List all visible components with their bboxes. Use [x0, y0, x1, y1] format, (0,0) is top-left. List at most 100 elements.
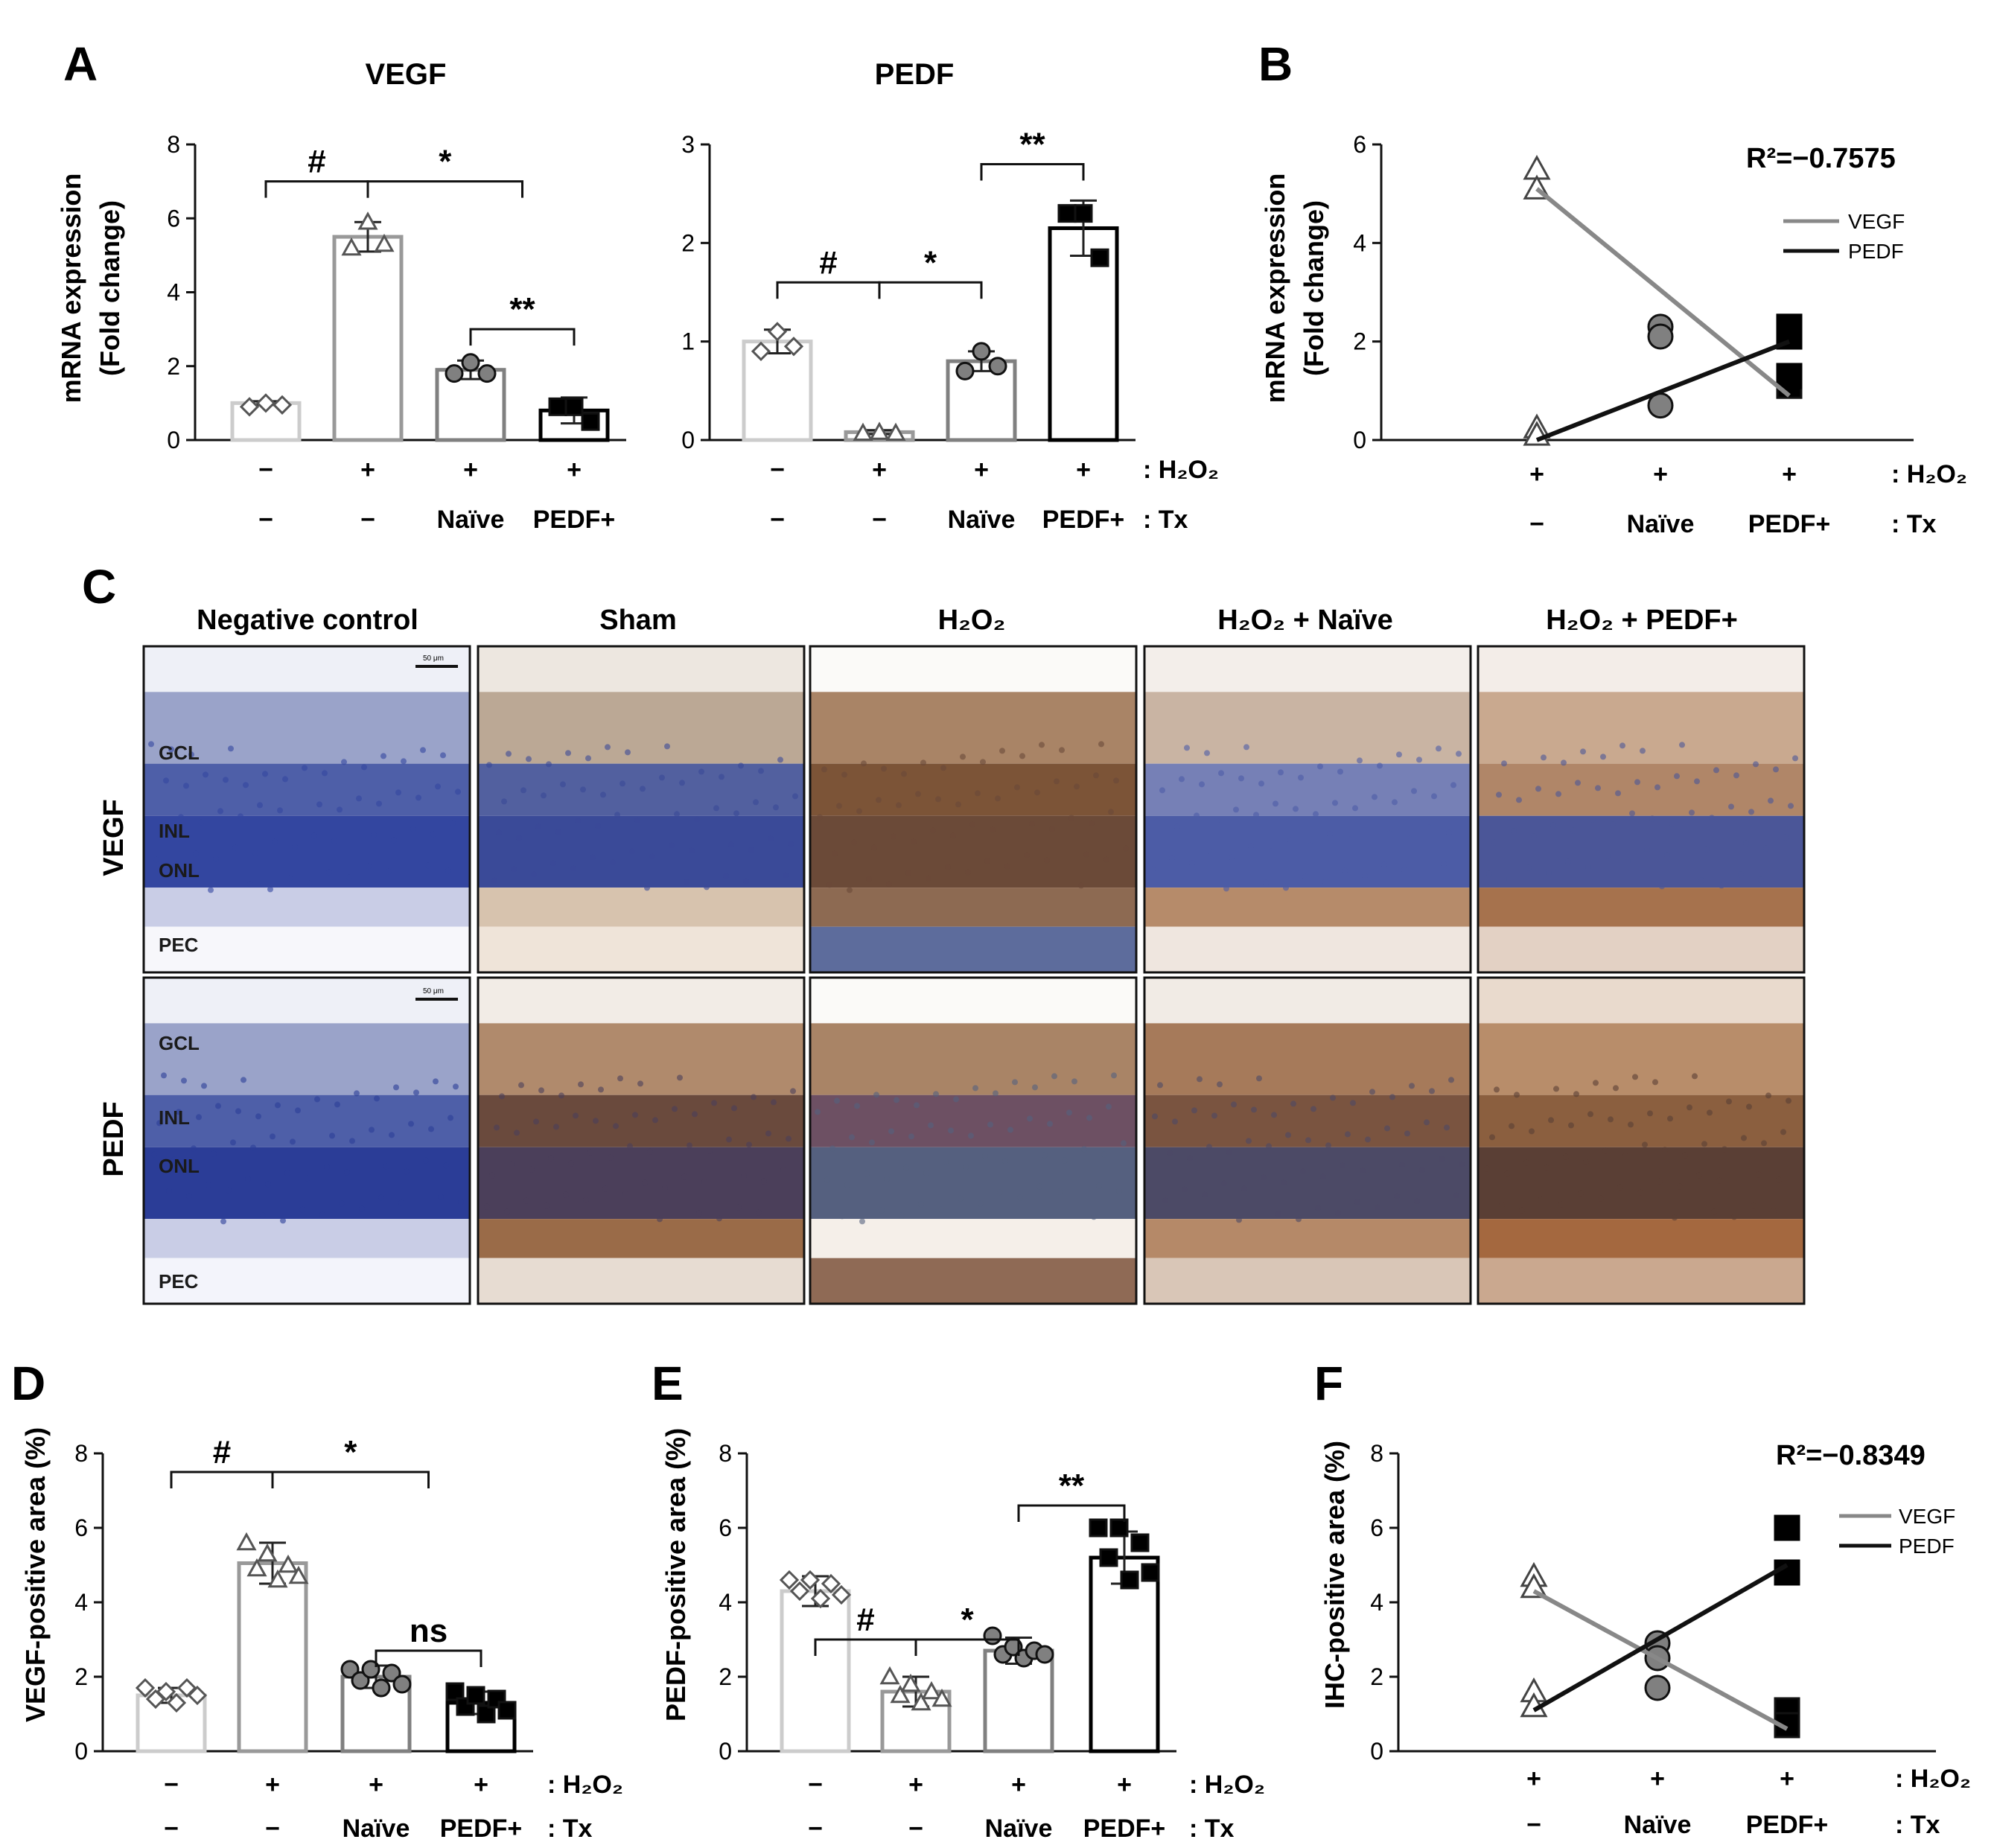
micrograph-nucleus [570, 865, 576, 872]
micrograph-nucleus [499, 1093, 505, 1100]
micrograph-nucleus [888, 1128, 894, 1135]
panel-b-vegf-point [1647, 323, 1674, 350]
micrograph-nucleus [292, 844, 298, 850]
micrograph-nucleus [1613, 1085, 1619, 1092]
micrograph-nucleus [455, 788, 461, 795]
panel-f-vegf-point [1644, 1675, 1671, 1701]
micrograph-nucleus [587, 1149, 593, 1156]
micrograph-nucleus [1617, 1184, 1623, 1191]
micrograph-nucleus [329, 1132, 335, 1139]
micrograph-layer-band [1144, 1219, 1471, 1258]
micrograph-nucleus [1450, 782, 1456, 788]
micrograph-layer-band [144, 926, 470, 972]
micrograph-nucleus [945, 864, 951, 870]
micrograph-nucleus [428, 1126, 434, 1132]
micrograph-nucleus [1642, 1141, 1648, 1148]
micrograph-layer-band [478, 1095, 804, 1147]
micrograph-nucleus [741, 1173, 747, 1179]
micrograph-nucleus [1523, 1159, 1529, 1166]
micrograph-nucleus [1726, 1098, 1732, 1105]
micrograph-nucleus [374, 1095, 380, 1102]
panel-a-pedf-data-point [767, 322, 788, 342]
panel-a-pedf-h2o2-cond: + [872, 456, 887, 484]
micrograph-nucleus [359, 1205, 365, 1212]
micrograph-nucleus [1792, 755, 1798, 762]
micrograph-nucleus [1246, 1138, 1252, 1144]
panel-b-y-tick-label: 4 [1353, 229, 1366, 256]
panel-a-pedf-data-point [955, 361, 975, 380]
micrograph-nucleus [1580, 748, 1586, 755]
micrograph-nucleus [238, 813, 243, 820]
micrograph-nucleus [1509, 1123, 1515, 1129]
panel-a-vegf-data-point [477, 364, 497, 383]
micrograph-nucleus [1494, 1086, 1500, 1093]
panel-a-vegf-h2o2-cond: + [567, 456, 582, 484]
micrograph-nucleus [940, 765, 946, 771]
micrograph-layer-band [478, 1147, 804, 1220]
micrograph-nucleus [1535, 786, 1541, 792]
micrograph-nucleus [186, 1193, 192, 1199]
micrograph-nucleus [484, 1203, 490, 1210]
micrograph-nucleus [1253, 812, 1259, 818]
micrograph-nucleus [826, 882, 832, 888]
micrograph-nucleus [968, 1132, 974, 1139]
micrograph-layer-band [478, 692, 804, 764]
micrograph-nucleus [334, 1101, 340, 1108]
micrograph-nucleus [223, 777, 229, 783]
panel-e-data-point [890, 1684, 911, 1704]
micrograph-nucleus [1197, 1076, 1203, 1083]
panel-d-data-point [267, 1569, 288, 1588]
micrograph-layer-band [478, 888, 804, 927]
panel-e-data-point [879, 1666, 900, 1685]
panel-e-bar [983, 1648, 1054, 1753]
panel-a-vegf-data-point [255, 393, 276, 413]
micrograph-layer-band [810, 1219, 1136, 1258]
micrograph-frame [809, 645, 1138, 974]
micrograph-nucleus [600, 791, 606, 798]
micrograph-nucleus [1401, 867, 1407, 873]
micrograph-nucleus [723, 873, 729, 879]
micrograph-nucleus [1317, 763, 1323, 770]
micrograph-nucleus [181, 1077, 187, 1084]
panel-a-vegf-data-point [564, 397, 584, 416]
micrograph-nucleus [275, 1102, 281, 1109]
panel-e-sig-label: ** [1059, 1468, 1085, 1504]
micrograph-nucleus [1780, 1129, 1786, 1135]
micrograph-nucleus [1034, 789, 1040, 796]
micrograph-nucleus [1713, 767, 1719, 774]
panel-a-vegf-bar [332, 235, 404, 442]
micrograph-nucleus [230, 1139, 236, 1146]
micrograph-nucleus [305, 1175, 310, 1182]
panel-d-data-point [340, 1660, 360, 1679]
micrograph-nucleus [1089, 820, 1095, 826]
panel-d-h2o2-cond: − [164, 1771, 179, 1799]
panel-a-vegf-data-point [374, 233, 395, 252]
micrograph-nucleus [1204, 750, 1210, 756]
panel-e-y-tick-label: 0 [719, 1738, 732, 1765]
micrograph-nucleus [250, 1144, 256, 1151]
panel-a-vegf-title: VEGF [366, 58, 447, 91]
micrograph-nucleus [1583, 1159, 1589, 1165]
micrograph-nucleus [458, 1199, 464, 1205]
micrograph-nucleus [914, 1102, 920, 1109]
micrograph-nucleus [681, 1173, 687, 1180]
micrograph-nucleus [538, 1087, 544, 1094]
panel-e-data-point [900, 1673, 921, 1692]
micrograph-layer-band [1478, 1095, 1804, 1147]
micrograph-nucleus [430, 831, 436, 838]
panel-d-tx-label: : Tx [547, 1814, 593, 1843]
panel-e-h2o2-cond: + [1011, 1771, 1026, 1799]
panel-f-vegf-line [1532, 1589, 1789, 1731]
micrograph-nucleus [1519, 1207, 1525, 1214]
micrograph-nucleus [1575, 780, 1581, 786]
micrograph-layer-band [1478, 1219, 1804, 1258]
micrograph-nucleus [1154, 818, 1160, 825]
micrograph-nucleus [1441, 861, 1447, 867]
micrograph-nucleus [235, 1108, 241, 1115]
micrograph-nucleus [1733, 772, 1739, 779]
micrograph-nucleus [163, 777, 169, 784]
micrograph-nucleus [1632, 1074, 1638, 1080]
layer-label-pec-bottom: PEC [159, 1270, 199, 1293]
micrograph-nucleus [662, 1185, 668, 1191]
